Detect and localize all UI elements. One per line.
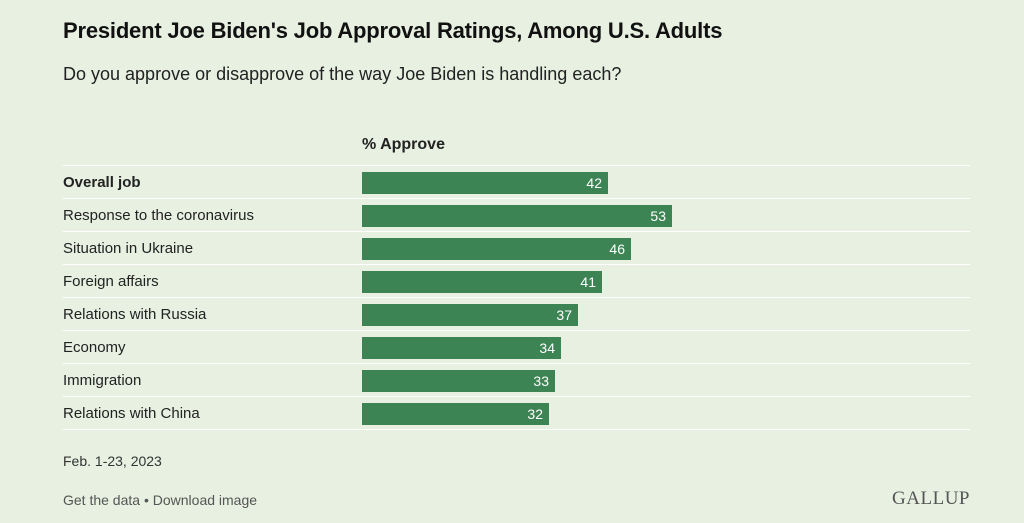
row-divider (63, 297, 970, 298)
category-label: Relations with Russia (63, 306, 207, 323)
category-label: Foreign affairs (63, 273, 159, 290)
row-divider (63, 165, 970, 166)
bar-value-label: 32 (527, 406, 543, 422)
gallup-logo: GALLUP (892, 488, 970, 509)
bar-value-label: 34 (539, 340, 555, 356)
bar: 46 (362, 238, 631, 260)
category-label: Situation in Ukraine (63, 240, 194, 257)
row-divider (63, 231, 970, 232)
bar: 37 (362, 304, 578, 326)
category-label: Immigration (63, 372, 142, 389)
bar-value-label: 42 (586, 175, 602, 191)
row-divider (63, 264, 970, 265)
bar-value-label: 41 (580, 274, 596, 290)
row-divider (63, 330, 970, 331)
bar: 33 (362, 370, 555, 392)
date-note: Feb. 1-23, 2023 (63, 453, 162, 469)
bar: 32 (362, 403, 549, 425)
row-divider (63, 198, 970, 199)
category-label: Relations with China (63, 405, 200, 422)
bar-value-label: 53 (650, 208, 666, 224)
category-label: Overall job (63, 174, 141, 191)
bar: 34 (362, 337, 561, 359)
footer-links: Get the data • Download image (63, 492, 257, 508)
bar: 41 (362, 271, 602, 293)
bar: 53 (362, 205, 672, 227)
chart-subtitle: Do you approve or disapprove of the way … (63, 64, 622, 84)
category-label: Economy (63, 339, 126, 356)
column-header: % Approve (362, 136, 445, 153)
bar: 42 (362, 172, 608, 194)
row-divider (63, 396, 970, 397)
row-divider (63, 429, 970, 430)
bar-value-label: 37 (556, 307, 572, 323)
footer-separator: • (143, 492, 149, 508)
bar-value-label: 46 (609, 241, 625, 257)
bar-value-label: 33 (533, 373, 549, 389)
chart-title: President Joe Biden's Job Approval Ratin… (63, 18, 723, 43)
category-label: Response to the coronavirus (63, 207, 254, 224)
download-image-link[interactable]: Download image (152, 492, 258, 508)
get-data-link[interactable]: Get the data (63, 492, 141, 508)
row-divider (63, 363, 970, 364)
